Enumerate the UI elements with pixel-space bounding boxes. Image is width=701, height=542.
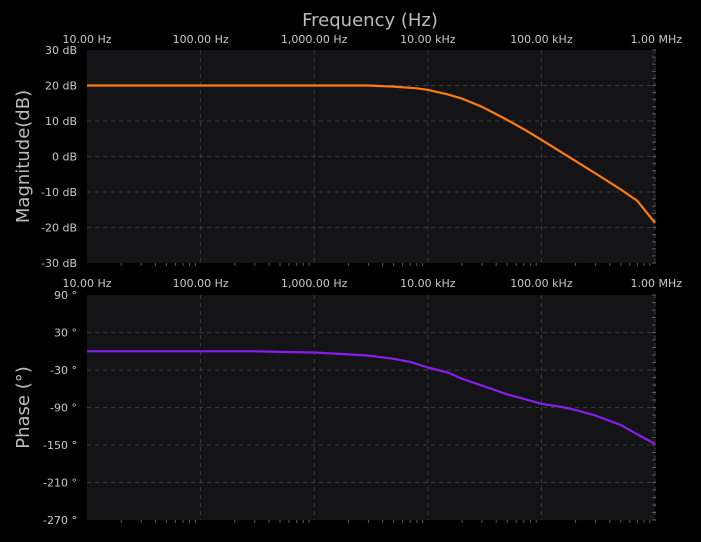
x-tick-label: 10.00 Hz <box>62 33 111 46</box>
y-tick-label: -270 ° <box>43 514 77 527</box>
x-tick-label: 1.00 MHz <box>630 277 682 290</box>
y-tick-label: -150 ° <box>43 439 77 452</box>
y-tick-label: 20 dB <box>45 80 77 93</box>
x-tick-label: 100.00 kHz <box>510 33 573 46</box>
x-tick-label: 10.00 kHz <box>400 277 456 290</box>
magnitude-panel: 10.00 Hz 100.00 Hz 1,000.00 Hz 10.00 kHz 100… <box>13 33 682 270</box>
phase-panel: 10.00 Hz 100.00 Hz 1,000.00 Hz 10.00 kHz 100… <box>13 277 682 527</box>
series-line <box>87 84 656 224</box>
x-tick-label: 100.00 kHz <box>510 277 573 290</box>
x-tick-label: 100.00 Hz <box>173 277 229 290</box>
y-tick-label: 0 dB <box>52 151 77 164</box>
y-tick-label: -90 ° <box>50 402 77 415</box>
y-tick-label: 30 dB <box>45 44 77 57</box>
y-tick-label: -10 dB <box>41 186 77 199</box>
y-axis-title: Magnitude(dB) <box>13 90 34 223</box>
x-tick-label: 1,000.00 Hz <box>281 33 348 46</box>
y-tick-label: -210 ° <box>43 477 77 490</box>
x-tick-label: 100.00 Hz <box>173 33 229 46</box>
frequency-axis-title: Frequency (Hz) <box>302 10 438 31</box>
y-tick-label: -20 dB <box>41 222 77 235</box>
y-tick-label: 90 ° <box>54 289 77 302</box>
x-tick-label: 1.00 MHz <box>630 33 682 46</box>
y-axis-title: Phase (°) <box>13 366 34 449</box>
y-tick-label: 30 ° <box>54 327 77 340</box>
x-tick-label: 1,000.00 Hz <box>281 277 348 290</box>
x-tick-label: 10.00 Hz <box>62 277 111 290</box>
series-line <box>87 350 656 445</box>
x-tick-label: 10.00 kHz <box>400 33 456 46</box>
y-tick-label: -30 ° <box>50 364 77 377</box>
y-tick-label: 10 dB <box>45 115 77 128</box>
y-tick-label: -30 dB <box>41 257 77 270</box>
